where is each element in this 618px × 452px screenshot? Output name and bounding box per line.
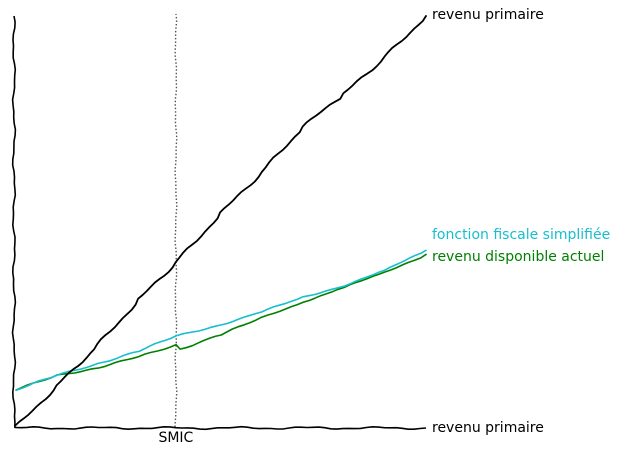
labels: SMIC revenu primaire fonction fiscale simp…	[158, 7, 610, 446]
x-axis-label: revenu primaire	[432, 420, 544, 436]
series-line-0	[14, 15, 427, 427]
axes	[11, 15, 427, 431]
smic-line	[174, 13, 178, 428]
y-axis	[11, 15, 17, 428]
series-line-1	[15, 249, 427, 392]
x-axis	[14, 425, 427, 431]
plot-lines	[14, 13, 427, 428]
smic-label: SMIC	[158, 430, 193, 446]
series-label-0: revenu primaire	[432, 7, 544, 23]
series-line-2	[15, 253, 427, 391]
series-label-1: fonction fiscale simplifiée	[432, 227, 610, 243]
series-label-2: revenu disponible actuel	[432, 249, 604, 265]
